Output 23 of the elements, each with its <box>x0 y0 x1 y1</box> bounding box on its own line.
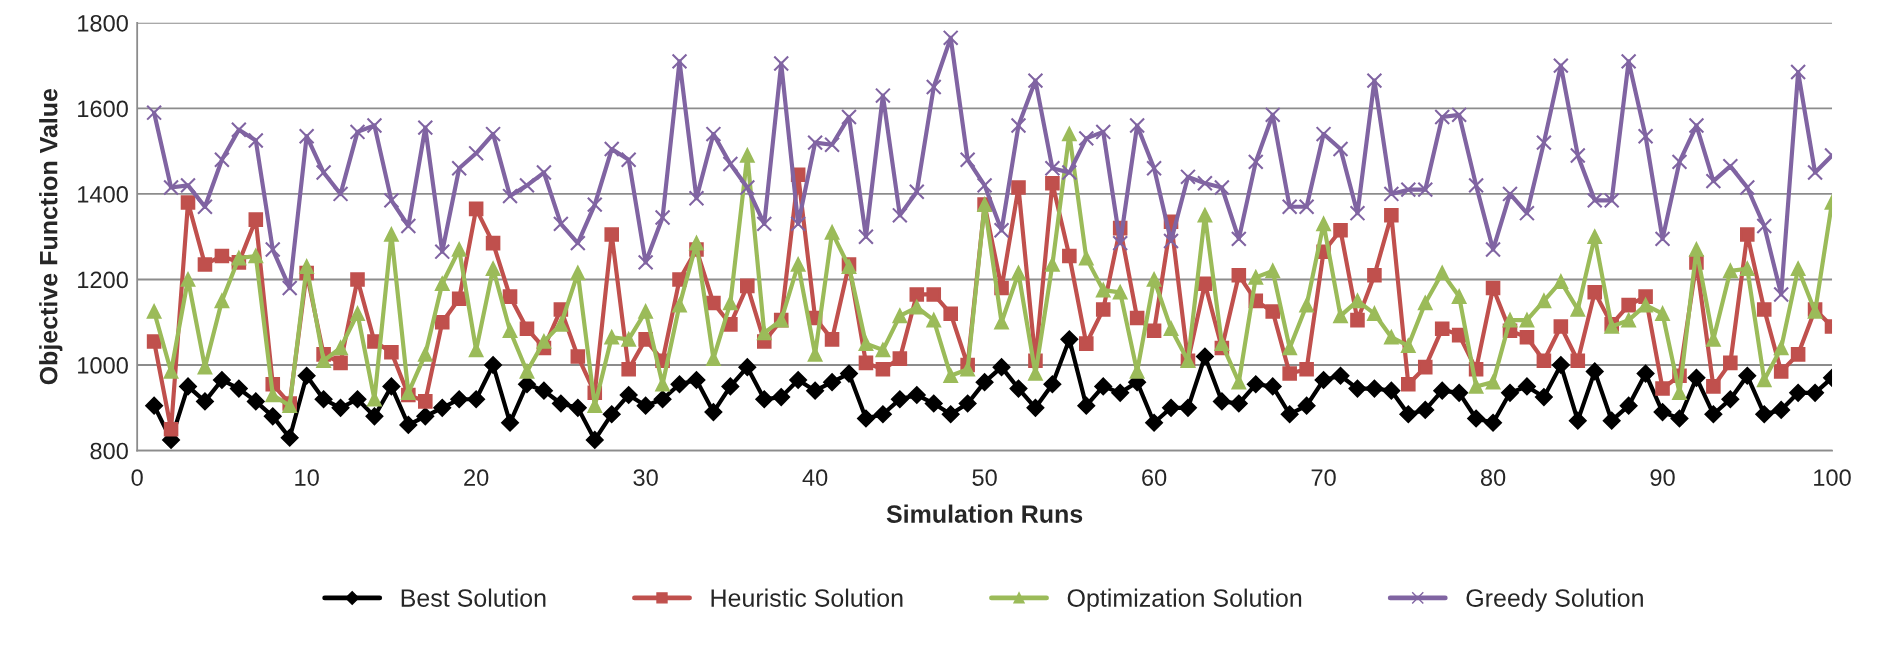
x-tick-label: 70 <box>1311 469 1336 486</box>
x-tick-label: 0 <box>131 469 143 486</box>
x-tick-label: 90 <box>1650 469 1675 486</box>
x-tick-label: 30 <box>633 469 658 486</box>
x-tick-label: 100 <box>1814 469 1851 486</box>
x-tick-label: 40 <box>802 469 828 486</box>
y-tick-label: 800 <box>90 442 128 460</box>
y-tick-label: 1800 <box>78 14 128 32</box>
x-tick-label: 20 <box>464 469 489 486</box>
legend-label: Heuristic Solution <box>711 588 903 607</box>
y-tick-label: 1000 <box>78 357 128 374</box>
y-axis-title: Objective Function Value <box>39 88 63 385</box>
x-axis-title: Simulation Runs <box>886 504 1083 523</box>
legend-label: Best Solution <box>401 588 546 607</box>
x-tick-label: 80 <box>1480 469 1506 486</box>
y-tick-label: 1400 <box>78 186 128 203</box>
x-tick-label: 60 <box>1142 469 1167 486</box>
x-tick-label: 10 <box>295 469 319 486</box>
y-tick-label: 1600 <box>78 100 128 118</box>
legend-label: Optimization Solution <box>1067 588 1302 612</box>
legend-label: Greedy Solution <box>1466 588 1643 612</box>
x-tick-label: 50 <box>972 469 997 486</box>
y-tick-label: 1200 <box>78 271 128 289</box>
